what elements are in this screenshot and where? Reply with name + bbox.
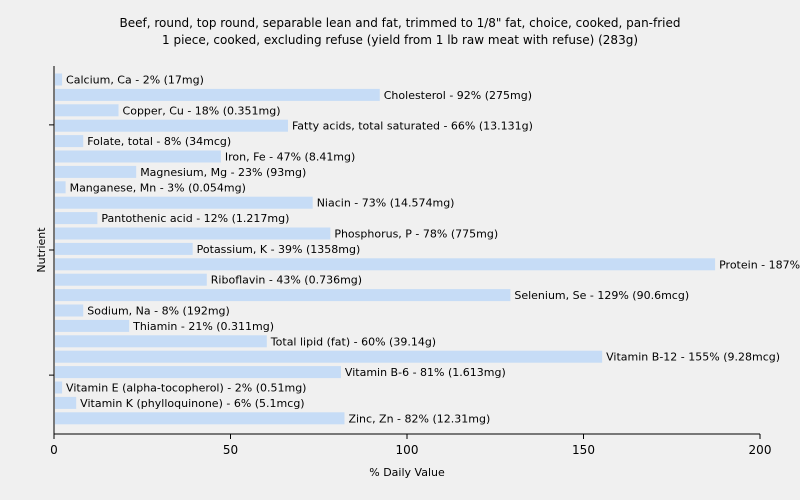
chart-title-line-2: 1 piece, cooked, excluding refuse (yield… — [162, 33, 638, 47]
bar — [55, 242, 193, 255]
bar-data-label: Niacin - 73% (14.574mg) — [317, 197, 455, 210]
chart-title-line-1: Beef, round, top round, separable lean a… — [119, 16, 680, 30]
bar-data-label: Total lipid (fat) - 60% (39.14g) — [270, 335, 436, 348]
bar-data-label: Potassium, K - 39% (1358mg) — [197, 243, 361, 256]
bar — [55, 396, 77, 409]
bar — [55, 104, 119, 117]
bar-data-label: Fatty acids, total saturated - 66% (13.1… — [292, 120, 533, 133]
bar — [55, 181, 66, 194]
bar — [55, 135, 84, 148]
bar — [55, 319, 130, 332]
bar-data-label: Vitamin K (phylloquinone) - 6% (5.1mcg) — [80, 397, 304, 410]
x-tick-label: 100 — [396, 443, 419, 457]
bar-data-label: Thiamin - 21% (0.311mg) — [132, 320, 274, 333]
bar — [55, 73, 63, 86]
bar-data-label: Folate, total - 8% (34mcg) — [87, 135, 231, 148]
bar — [55, 335, 267, 348]
bar — [55, 304, 84, 317]
bar-data-label: Pantothenic acid - 12% (1.217mg) — [101, 212, 289, 225]
bar-data-label: Magnesium, Mg - 23% (93mg) — [140, 166, 306, 179]
x-tick-group: 0 50 100 150 200 — [50, 434, 771, 457]
bar — [55, 258, 716, 271]
bar-label-group: Calcium, Ca - 2% (17mg) Cholesterol - 92%… — [66, 74, 800, 426]
bar-data-label: Manganese, Mn - 3% (0.054mg) — [70, 181, 246, 194]
bar-data-label: Zinc, Zn - 82% (12.31mg) — [348, 412, 490, 425]
bar — [55, 88, 380, 101]
x-tick-label: 150 — [572, 443, 595, 457]
x-tick-label: 200 — [749, 443, 772, 457]
bar — [55, 196, 313, 209]
x-axis-label: % Daily Value — [369, 466, 445, 479]
bar — [55, 412, 345, 425]
bar-data-label: Sodium, Na - 8% (192mg) — [87, 305, 230, 318]
bar-data-label: Cholesterol - 92% (275mg) — [384, 89, 532, 102]
bar-data-label: Vitamin B-12 - 155% (9.28mcg) — [606, 351, 780, 364]
bar — [55, 150, 221, 163]
bar — [55, 119, 288, 132]
bar-data-label: Vitamin E (alpha-tocopherol) - 2% (0.51m… — [66, 382, 306, 395]
bar-data-label: Selenium, Se - 129% (90.6mcg) — [514, 289, 689, 302]
y-tick-group — [49, 124, 54, 376]
x-tick-label: 50 — [223, 443, 238, 457]
bar — [55, 350, 603, 363]
bar — [55, 165, 137, 178]
bar-data-label: Copper, Cu - 18% (0.351mg) — [123, 104, 281, 117]
y-axis-label: Nutrient — [35, 227, 48, 273]
bar — [55, 212, 98, 225]
bar — [55, 366, 341, 379]
x-tick-label: 0 — [50, 443, 58, 457]
bar-data-label: Vitamin B-6 - 81% (1.613mg) — [345, 366, 506, 379]
bar-data-label: Phosphorus, P - 78% (775mg) — [334, 228, 498, 241]
bar-data-label: Protein - 187% (93.36g) — [719, 258, 800, 271]
bar-data-label: Iron, Fe - 47% (8.41mg) — [225, 151, 355, 164]
bar-data-label: Riboflavin - 43% (0.736mg) — [211, 274, 362, 287]
bar — [55, 227, 331, 240]
bar-data-label: Calcium, Ca - 2% (17mg) — [66, 74, 204, 87]
bar-group — [55, 73, 716, 425]
bar — [55, 273, 207, 286]
bar — [55, 289, 511, 302]
bar — [55, 381, 63, 394]
